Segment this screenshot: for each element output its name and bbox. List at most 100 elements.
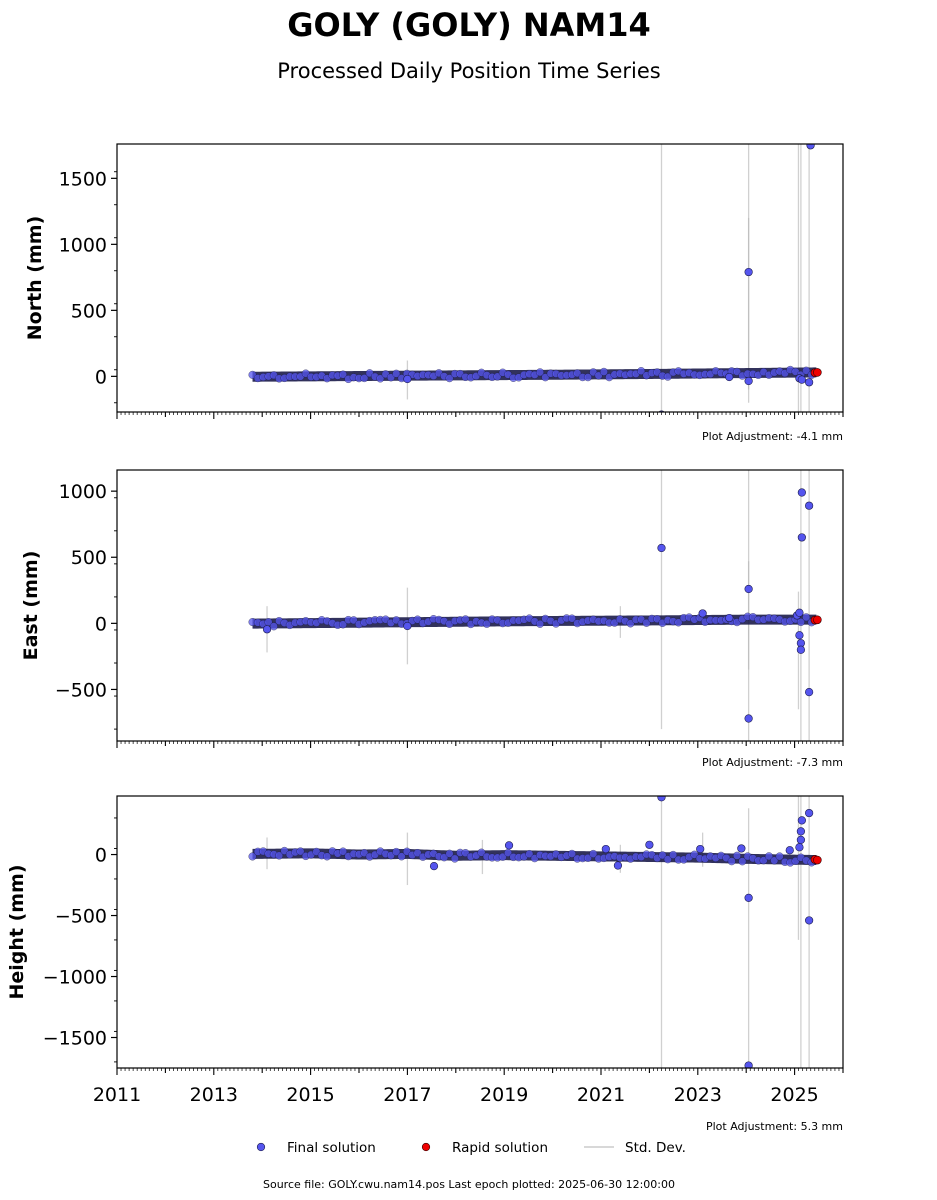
final-solution-point	[642, 618, 651, 627]
plot-area	[248, 796, 822, 1068]
x-tick-label: 2015	[286, 1084, 334, 1106]
y-tick-label: 0	[95, 845, 107, 867]
final-solution-point	[805, 916, 814, 925]
x-tick-label: 2021	[577, 1084, 625, 1106]
final-solution-point	[725, 613, 734, 623]
y-tick-label: 1000	[59, 481, 107, 503]
final-solution-point	[323, 852, 332, 861]
final-solution-point	[601, 844, 610, 854]
final-solution-point	[805, 378, 814, 387]
final-solution-point	[744, 1061, 753, 1068]
final-solution-point	[567, 849, 577, 858]
final-solution-point	[645, 840, 654, 849]
final-solution-point	[461, 615, 470, 624]
source-footer: Source file: GOLY.cwu.nam14.pos Last epo…	[263, 1178, 675, 1191]
x-tick-label: 2013	[190, 1084, 238, 1106]
final-solution-point	[725, 372, 734, 382]
y-tick-label: −500	[55, 679, 107, 701]
y-tick-label: −500	[55, 906, 107, 928]
y-tick-label: 0	[95, 613, 107, 635]
final-solution-point	[535, 619, 545, 628]
y-tick-label: 0	[95, 366, 107, 388]
final-solution-point	[805, 808, 814, 818]
final-solution-point	[296, 847, 305, 856]
y-tick-label: −1500	[43, 1028, 107, 1050]
final-solution-point	[535, 368, 545, 377]
final-solution-point	[796, 645, 805, 654]
final-solution-point	[392, 369, 401, 378]
final-solution-point	[599, 367, 608, 376]
final-solution-point	[392, 847, 401, 856]
final-solution-point	[477, 848, 486, 857]
final-solution-point	[770, 856, 779, 865]
final-solution-point	[775, 852, 784, 861]
final-solution-point	[525, 849, 534, 859]
y-axis-label: North (mm)	[24, 216, 46, 341]
final-solution-point	[657, 543, 666, 553]
y-tick-label: 1000	[59, 234, 107, 256]
final-solution-point	[744, 584, 753, 594]
final-solution-point	[445, 374, 454, 383]
final-solution-point	[696, 844, 705, 854]
final-solution-point	[802, 366, 811, 375]
final-solution-point	[802, 613, 811, 622]
final-solution-point	[795, 843, 804, 852]
plot-frame	[116, 469, 844, 742]
x-tick-label: 2017	[383, 1084, 431, 1106]
x-tick-label: 2019	[480, 1084, 528, 1106]
plot-adjustment-note: Plot Adjustment: 5.3 mm	[706, 1120, 843, 1133]
final-solution-point	[637, 367, 646, 376]
final-solution-point	[744, 893, 753, 902]
rapid-solution-point	[813, 615, 822, 625]
final-solution-point	[403, 374, 412, 384]
final-solution-point	[657, 796, 666, 802]
final-solution-point	[732, 851, 742, 860]
final-solution-point	[797, 816, 806, 825]
final-solution-point	[429, 862, 439, 871]
final-solution-point	[764, 852, 773, 861]
final-solution-point	[727, 857, 736, 866]
legend-final-marker	[256, 1142, 266, 1152]
final-solution-point	[744, 376, 753, 386]
east-panel: −500 0 500 1000 East (mm) Plot Adjustment: -7…	[20, 469, 844, 769]
plot-frame	[116, 795, 844, 1069]
x-tick-label: 2023	[674, 1084, 722, 1106]
y-axis-label: Height (mm)	[6, 864, 28, 999]
chart-title: GOLY (GOLY) NAM14	[287, 6, 651, 44]
legend-final-label: Final solution	[287, 1140, 376, 1156]
final-solution-point	[397, 852, 406, 861]
final-solution-point	[248, 852, 257, 861]
final-solution-point	[795, 631, 804, 640]
y-tick-label: 1500	[59, 168, 107, 190]
final-solution-point	[450, 854, 459, 863]
plot-area	[248, 144, 822, 412]
final-solution-point	[445, 849, 454, 858]
final-solution-point	[663, 855, 672, 864]
final-solution-point	[797, 533, 806, 542]
final-solution-point	[376, 374, 385, 383]
final-solution-point	[338, 620, 348, 629]
legend: Final solution Rapid solution Std. Dev.	[256, 1140, 686, 1156]
final-solution-point	[806, 144, 815, 150]
final-solution-point	[567, 614, 577, 623]
final-solution-point	[698, 609, 707, 618]
final-solution-point	[805, 501, 814, 510]
y-tick-label: 500	[71, 547, 107, 569]
y-tick-label: −1000	[43, 967, 107, 989]
final-solution-point	[737, 844, 746, 853]
final-solution-point	[738, 857, 747, 866]
legend-rapid-label: Rapid solution	[452, 1140, 548, 1156]
final-solution-point	[338, 370, 348, 379]
legend-rapid-marker	[421, 1142, 431, 1152]
final-solution-point	[796, 617, 805, 627]
plot-area	[248, 470, 822, 741]
final-solution-point	[796, 835, 805, 845]
final-solution-point	[360, 374, 369, 383]
final-solution-point	[674, 618, 683, 627]
rapid-solution-point	[813, 368, 822, 377]
height-panel: −1500 −1000 −500 0 2011 2013 2015 2017 2019 2021 2…	[6, 795, 844, 1133]
legend-std-label: Std. Dev.	[625, 1140, 686, 1156]
final-solution-point	[482, 619, 491, 628]
final-solution-point	[275, 851, 284, 860]
y-tick-label: 500	[71, 300, 107, 322]
